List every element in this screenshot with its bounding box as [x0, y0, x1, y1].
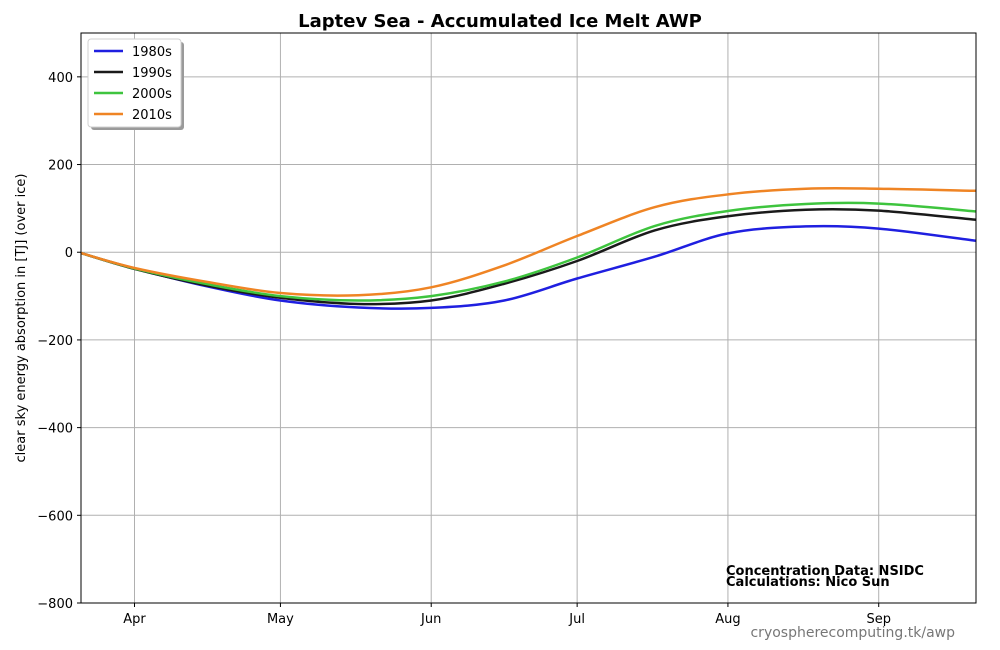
y-tick-label: 200 [48, 159, 73, 174]
chart-title: Laptev Sea - Accumulated Ice Melt AWP [298, 11, 702, 32]
grid-lines [81, 33, 976, 604]
legend-label: 2000s [132, 87, 172, 102]
y-tick-label: 0 [65, 246, 73, 261]
series-line-1980s [80, 224, 977, 310]
y-tick-label: 400 [48, 71, 73, 86]
y-tick-label: −600 [37, 509, 73, 524]
y-tick-label: −800 [37, 597, 73, 612]
legend-label: 2010s [132, 108, 172, 123]
y-axis-ticks: −800 −600 −400 −200 0 200 400 [37, 71, 81, 612]
y-axis-label: clear sky energy absorption in [TJ] (ove… [14, 174, 29, 463]
x-tick-label: Jun [420, 612, 441, 627]
x-tick-label: Apr [123, 612, 146, 627]
x-tick-label: Aug [715, 612, 740, 627]
series-lines [80, 186, 977, 310]
series-line-2000s [80, 201, 977, 302]
x-tick-label: May [267, 612, 294, 627]
legend-label: 1990s [132, 66, 172, 81]
plot-frame [80, 32, 977, 604]
legend-box [87, 38, 182, 128]
y-tick-label: −200 [37, 334, 73, 349]
legend: 1980s 1990s 2000s 2010s [87, 38, 184, 130]
annotation-calculations: Calculations: Nico Sun [726, 575, 890, 590]
y-tick-label: −400 [37, 422, 73, 437]
legend-label: 1980s [132, 45, 172, 60]
annotation-concentration: Concentration Data: NSIDC [726, 564, 924, 579]
credit-url: cryospherecomputing.tk/awp [750, 625, 955, 641]
x-tick-label: Sep [866, 612, 891, 627]
x-tick-label: Jul [568, 612, 585, 627]
series-line-1990s [80, 207, 977, 306]
x-axis-ticks: Apr May Jun Jul Aug Sep [123, 603, 891, 627]
series-line-2010s [80, 186, 977, 297]
